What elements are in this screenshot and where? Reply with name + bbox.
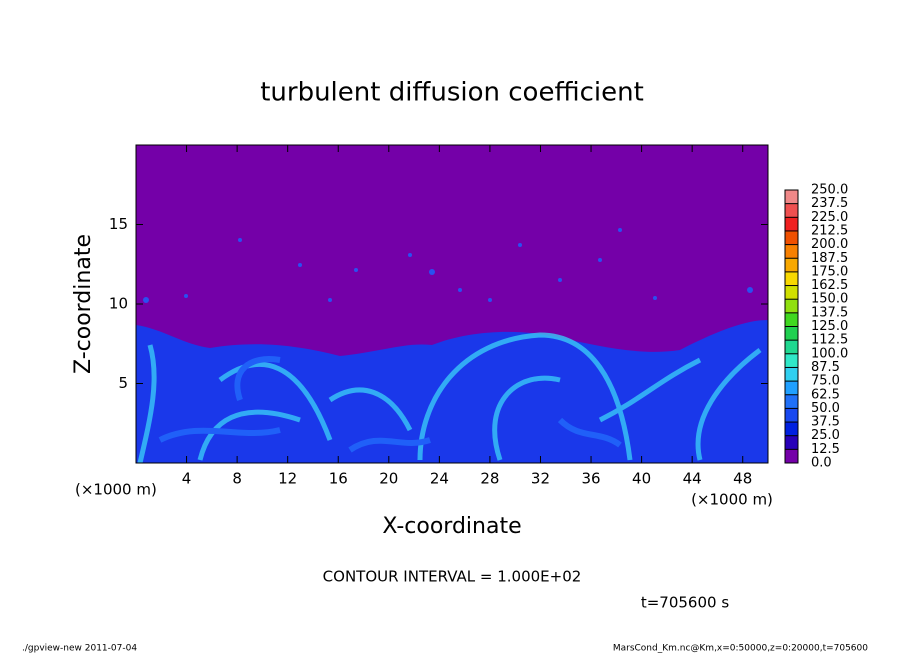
colorbar-box (785, 258, 798, 272)
colorbar-box (785, 367, 798, 382)
y-tick-label: 10 (109, 295, 128, 313)
colorbar-label: 0.0 (811, 456, 832, 471)
colorbar-box (785, 326, 798, 341)
footer-left: ./gpview-new 2011-07-04 (22, 644, 137, 654)
y-axis-label: Z-coordinate (71, 234, 96, 374)
x-tick-label: 8 (232, 470, 242, 488)
colorbar-box (785, 449, 798, 463)
colorbar-box (785, 299, 798, 313)
colorbar-label: 62.5 (811, 387, 840, 402)
colorbar-label: 12.5 (811, 442, 840, 457)
x-tick-label: 32 (531, 470, 550, 488)
colorbar-label: 175.0 (811, 264, 848, 279)
y-unit-label: (×1000 m) (75, 481, 157, 499)
colorbar-label: 37.5 (811, 415, 840, 430)
colorbar-label: 225.0 (811, 210, 848, 225)
x-axis-label: X-coordinate (382, 514, 521, 539)
x-tick-label: 36 (581, 470, 600, 488)
colorbar-box (785, 312, 798, 327)
colorbar-box (785, 340, 798, 354)
colorbar-label: 250.0 (811, 183, 848, 198)
x-tick-label: 20 (379, 470, 398, 488)
colorbar-label: 75.0 (811, 374, 840, 389)
x-tick-label: 24 (430, 470, 449, 488)
x-tick-label: 12 (278, 470, 297, 488)
colorbar-label: 50.0 (811, 401, 840, 416)
colorbar-label: 150.0 (811, 292, 848, 307)
colorbar-box (785, 381, 798, 395)
colorbar-label: 25.0 (811, 428, 840, 443)
colorbar-label: 125.0 (811, 319, 848, 334)
x-tick-label: 4 (182, 470, 192, 488)
turbulent-field (136, 228, 768, 464)
x-tick-label: 40 (632, 470, 651, 488)
colorbar-box (785, 285, 798, 300)
colorbar-box (785, 353, 798, 368)
colorbar-box (785, 244, 798, 259)
x-tick-label: 28 (480, 470, 499, 488)
x-tick-label: 16 (329, 470, 348, 488)
colorbar-label: 137.5 (811, 305, 848, 320)
x-unit-label: (×1000 m) (691, 491, 773, 509)
contour-interval: CONTOUR INTERVAL = 1.000E+02 (323, 568, 582, 586)
colorbar-box (785, 435, 798, 450)
footer-right: MarsCond_Km.nc@Km,x=0:50000,z=0:20000,t=… (613, 644, 868, 654)
colorbar-label: 87.5 (811, 360, 840, 375)
colorbar-label: 200.0 (811, 237, 848, 252)
colorbar-box (785, 230, 798, 245)
colorbar-label: 187.5 (811, 251, 848, 266)
colorbar-label: 212.5 (811, 223, 848, 238)
colorbar-box (785, 408, 798, 423)
x-tick-label: 44 (683, 470, 702, 488)
colorbar-box (785, 190, 798, 204)
x-tick-label: 48 (733, 470, 752, 488)
colorbar-box (785, 271, 798, 286)
colorbar-box (785, 394, 798, 409)
chart-title: turbulent diffusion coefficient (260, 78, 644, 108)
y-tick-label: 15 (109, 215, 128, 233)
time-label: t=705600 s (641, 594, 729, 612)
colorbar-label: 237.5 (811, 196, 848, 211)
colorbar-box (785, 422, 798, 436)
colorbar-label: 100.0 (811, 346, 848, 361)
y-tick-label: 5 (118, 374, 128, 392)
colorbar-box (785, 203, 798, 218)
colorbar-label: 112.5 (811, 333, 848, 348)
colorbar-box (785, 217, 798, 231)
colorbar-label: 162.5 (811, 278, 848, 293)
